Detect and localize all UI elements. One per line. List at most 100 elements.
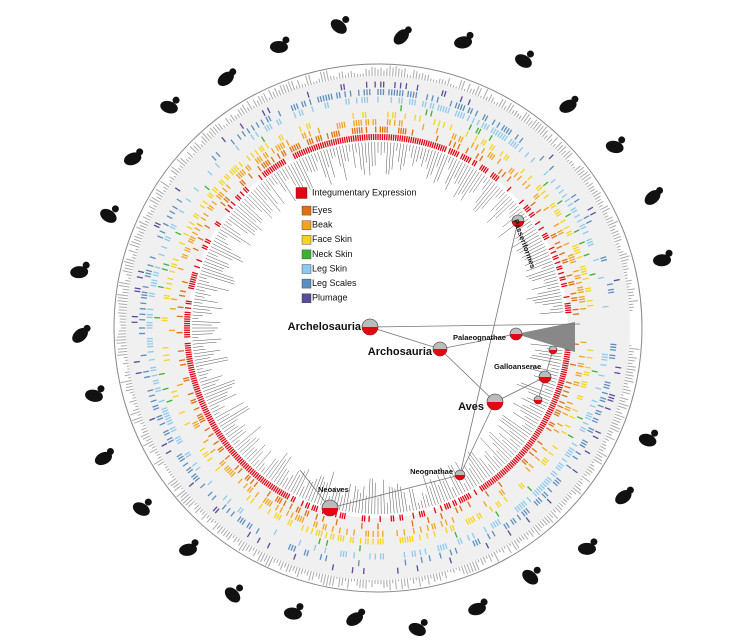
outer-bar — [535, 524, 541, 532]
heatmap-cell — [537, 427, 543, 432]
heatmap-cell — [337, 138, 340, 145]
outer-bar — [578, 480, 583, 485]
heatmap-cell — [497, 500, 502, 507]
heatmap-cell — [494, 474, 500, 480]
heatmap-cell — [412, 512, 415, 519]
outer-bar — [257, 550, 261, 555]
outer-bar — [495, 102, 499, 106]
heatmap-cell — [326, 101, 330, 109]
heatmap-cell — [546, 498, 552, 504]
outer-bar — [131, 241, 141, 246]
outer-bar — [560, 150, 567, 156]
branch — [231, 430, 247, 443]
heatmap-cell — [399, 89, 401, 97]
heatmap-cell — [221, 504, 227, 510]
heatmap-cell — [399, 537, 402, 544]
branch — [437, 475, 448, 501]
branch — [408, 488, 414, 511]
heatmap-cell — [591, 419, 598, 424]
heatmap-cell — [351, 128, 354, 135]
outer-bar — [268, 89, 274, 100]
branch — [192, 341, 217, 345]
branch — [244, 447, 255, 458]
heatmap-cell — [433, 119, 436, 126]
heatmap-cell — [277, 110, 282, 117]
heatmap-cell — [479, 155, 484, 162]
heatmap-cell — [490, 127, 495, 134]
outer-bar — [124, 267, 133, 271]
heatmap-cell — [135, 371, 142, 375]
heatmap-cell — [305, 123, 309, 130]
outer-bar — [229, 118, 233, 123]
heatmap-cell — [147, 388, 154, 392]
outer-bar — [308, 570, 312, 581]
heatmap-cell — [564, 407, 571, 412]
heatmap-cell — [533, 193, 539, 199]
outer-bar — [246, 107, 250, 112]
heatmap-cell — [154, 387, 161, 390]
heatmap-cell — [241, 461, 247, 467]
heatmap-cell — [400, 97, 403, 104]
heatmap-cell — [554, 210, 561, 215]
heatmap-cell — [278, 135, 282, 142]
outer-bar — [602, 212, 608, 216]
heatmap-cell — [155, 389, 162, 393]
outer-bar — [627, 359, 635, 362]
outer-bar — [287, 81, 293, 92]
heatmap-cell — [561, 193, 568, 199]
heatmap-cell — [196, 413, 203, 417]
outer-bar — [122, 362, 129, 365]
heatmap-cell — [534, 489, 540, 495]
heatmap-cell — [467, 107, 471, 114]
legend-swatch — [301, 278, 312, 289]
heatmap-cell — [217, 446, 223, 451]
branch — [203, 264, 223, 272]
heatmap-cell — [191, 273, 198, 277]
heatmap-cell — [150, 399, 157, 403]
branch — [223, 223, 241, 236]
outer-bar — [185, 158, 190, 162]
branch — [437, 484, 445, 502]
heatmap-cell — [204, 224, 211, 229]
outer-bar — [604, 438, 610, 442]
outer-bar — [516, 113, 520, 118]
heatmap-cell — [198, 417, 205, 422]
branch — [192, 311, 213, 314]
heatmap-cell — [313, 505, 317, 512]
branch — [281, 168, 289, 180]
outer-bar — [498, 548, 501, 553]
branch — [460, 171, 480, 201]
heatmap-cell — [140, 302, 147, 305]
outer-bar — [520, 534, 525, 540]
outer-bar — [449, 569, 452, 573]
heatmap-cell — [181, 280, 188, 284]
heatmap-cell — [453, 499, 458, 506]
heatmap-cell — [183, 232, 190, 237]
outer-bar — [503, 105, 507, 111]
branch — [394, 488, 398, 514]
heatmap-cell — [484, 490, 490, 497]
heatmap-cell — [487, 151, 492, 158]
heatmap-cell — [412, 527, 415, 534]
outer-bar — [466, 563, 471, 574]
outer-bar — [564, 496, 569, 501]
heatmap-cell — [439, 513, 444, 520]
outer-bar — [155, 192, 164, 198]
outer-bar — [241, 542, 248, 552]
heatmap-cell — [428, 555, 432, 562]
branch — [453, 166, 472, 198]
heatmap-cell — [339, 535, 343, 542]
outer-bar — [588, 185, 594, 190]
heatmap-cell — [557, 271, 565, 275]
heatmap-cell — [531, 447, 538, 453]
heatmap-cell — [552, 470, 558, 476]
heatmap-cell — [558, 379, 565, 383]
heatmap-cell — [554, 411, 561, 415]
heatmap-cell — [207, 170, 213, 176]
branch — [281, 477, 289, 488]
heatmap-cell — [185, 300, 192, 303]
heatmap-cell — [143, 370, 150, 373]
heatmap-cell — [313, 544, 317, 551]
heatmap-cell — [545, 427, 552, 432]
outer-bar — [131, 256, 136, 260]
